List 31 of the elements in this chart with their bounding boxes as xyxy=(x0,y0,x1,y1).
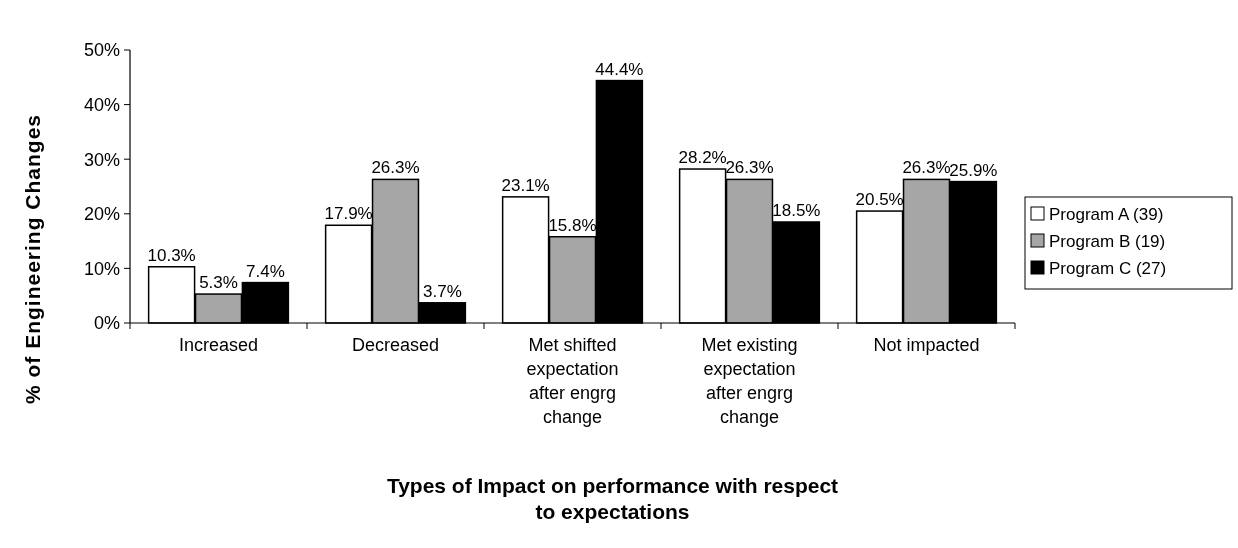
x-tick-label: Met shifted expectation after engrg change xyxy=(526,335,619,427)
data-label: 23.1% xyxy=(501,175,550,195)
data-label: 26.3% xyxy=(371,158,420,178)
legend-label: Program A (39) xyxy=(1049,204,1164,224)
data-label: 25.9% xyxy=(949,160,998,180)
data-label: 10.3% xyxy=(147,245,196,265)
x-tick-label: Decreased xyxy=(351,335,440,355)
data-label: 26.3% xyxy=(902,158,951,178)
y-tick-label: 10% xyxy=(83,258,120,279)
x-tick-label: Met existing expectation after engrg change xyxy=(701,335,798,427)
data-label: 44.4% xyxy=(595,59,644,79)
x-tick-label: Not impacted xyxy=(873,335,980,355)
data-label: 7.4% xyxy=(246,261,285,281)
y-tick-label: 30% xyxy=(83,149,120,170)
data-label: 26.3% xyxy=(725,158,774,178)
y-tick-label: 40% xyxy=(83,94,120,115)
legend-label: Program B (19) xyxy=(1049,231,1166,251)
y-axis-title: % of Engineering Changes xyxy=(21,113,44,405)
data-label: 3.7% xyxy=(423,281,462,301)
data-label: 28.2% xyxy=(678,148,727,168)
data-label: 18.5% xyxy=(772,200,821,220)
data-label: 15.8% xyxy=(548,215,597,235)
x-axis-title: Types of Impact on performance with respect to expectations xyxy=(386,474,839,523)
legend-label: Program C (27) xyxy=(1049,258,1167,278)
y-tick-label: 0% xyxy=(93,313,120,334)
y-tick-label: 20% xyxy=(83,204,120,225)
x-tick-label: Increased xyxy=(178,335,259,355)
data-label: 17.9% xyxy=(324,204,373,224)
data-label: 20.5% xyxy=(855,190,904,210)
data-label: 5.3% xyxy=(199,273,238,293)
y-tick-label: 50% xyxy=(83,40,120,61)
